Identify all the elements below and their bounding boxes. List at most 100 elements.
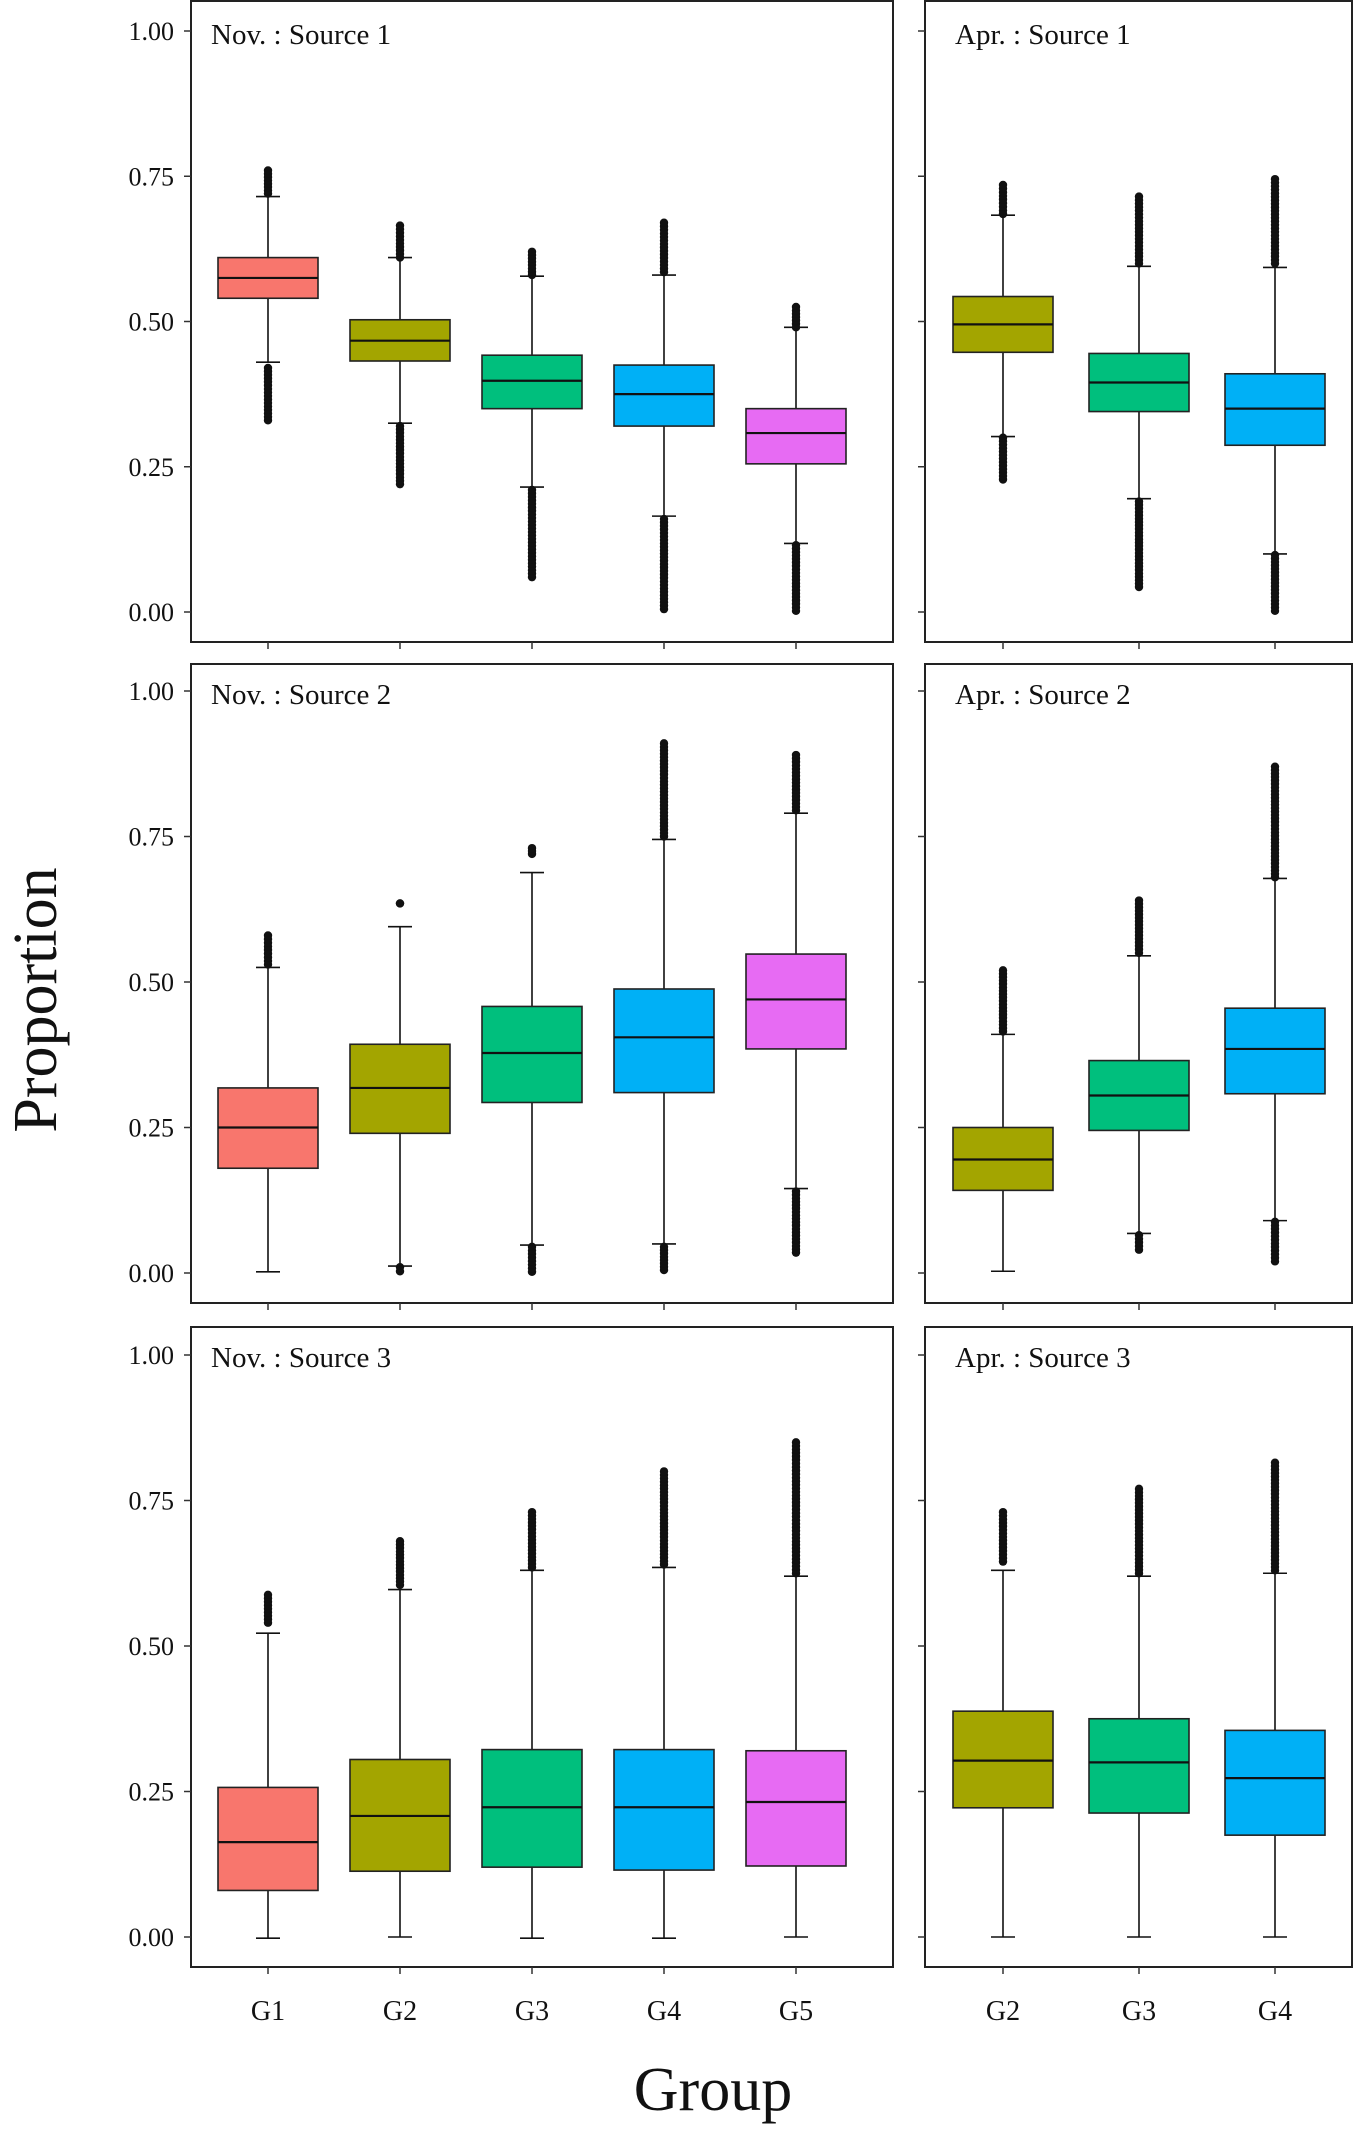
outlier-point — [659, 739, 669, 748]
x-tick-label: G4 — [1258, 1996, 1292, 2027]
box-g3-iqr — [481, 1005, 583, 1104]
y-tick-label: 0.25 — [129, 1778, 175, 1807]
outlier-point — [1270, 1217, 1280, 1226]
x-tick-label: G3 — [1122, 1996, 1156, 2027]
outlier-point — [998, 180, 1008, 190]
panel-title: Nov. : Source 1 — [211, 19, 391, 51]
box-g4 — [1224, 762, 1326, 1310]
panel-title: Apr. : Source 1 — [955, 19, 1131, 51]
y-tick-label: 0.50 — [129, 968, 175, 997]
outlier-point — [395, 899, 405, 908]
box-g3-iqr — [481, 1748, 583, 1868]
outlier-point — [1270, 550, 1280, 560]
y-tick-label: 0.75 — [129, 823, 175, 852]
outlier-point — [1270, 1458, 1280, 1467]
box-g2 — [349, 221, 451, 649]
y-tick-label: 1.00 — [129, 677, 175, 706]
box-g4-iqr — [613, 364, 715, 427]
panel-title: Nov. : Source 2 — [211, 679, 391, 711]
outlier-point — [791, 302, 801, 312]
outlier-point — [527, 485, 537, 495]
box-g2: G2 — [349, 1537, 451, 2027]
box-g5 — [745, 750, 847, 1310]
y-tick-label: 0.00 — [129, 1259, 175, 1288]
box-g3 — [481, 247, 583, 649]
outlier-point — [263, 1590, 273, 1599]
box-g5-iqr — [745, 1749, 847, 1867]
y-tick-label: 0.25 — [129, 453, 175, 482]
x-tick-label: G4 — [647, 1996, 681, 2027]
x-tick-label: G2 — [986, 1996, 1020, 2027]
box-g3 — [481, 843, 583, 1310]
outlier-point — [659, 1467, 669, 1476]
box-g5-iqr — [745, 953, 847, 1050]
x-tick-label: G5 — [779, 1996, 813, 2027]
outlier-point — [263, 931, 273, 940]
outlier-point — [395, 1537, 405, 1546]
box-g4-iqr — [613, 1748, 715, 1871]
outlier-point — [1134, 192, 1144, 201]
box-g2 — [952, 180, 1054, 649]
outlier-point — [1270, 762, 1280, 771]
y-tick-label: 0.75 — [129, 1487, 175, 1516]
box-g4 — [613, 739, 715, 1310]
outlier-point — [395, 421, 405, 431]
outlier-point — [395, 1262, 405, 1272]
outlier-point — [1270, 174, 1280, 184]
panel-frame — [190, 0, 894, 643]
x-tick-label: G1 — [251, 1996, 285, 2027]
box-g2-iqr — [952, 1710, 1054, 1809]
y-tick-label: 0.50 — [129, 308, 175, 337]
outlier-point — [998, 966, 1008, 975]
box-g1 — [217, 931, 319, 1310]
panel-2: Apr. : Source 1 — [918, 0, 1353, 649]
panel-1: Nov. : Source 1 0.00 0.25 0.50 0.75 1.00 — [129, 0, 894, 649]
y-tick-label: 0.75 — [129, 162, 175, 191]
outlier-point — [395, 221, 405, 230]
outlier-point — [659, 218, 669, 227]
box-g5 — [745, 302, 847, 649]
y-tick-label: 0.00 — [129, 1923, 175, 1952]
panel-4: Apr. : Source 2 — [918, 663, 1353, 1310]
outlier-point — [263, 166, 273, 175]
outlier-point — [659, 514, 669, 524]
outlier-point — [791, 1438, 801, 1447]
y-tick-label: 0.00 — [129, 598, 175, 627]
box-g3: G3 — [481, 1507, 583, 2027]
y-axis-title: Proportion — [2, 867, 70, 1132]
box-g3 — [1088, 896, 1190, 1310]
outlier-point — [527, 1507, 537, 1517]
y-tick-label: 1.00 — [129, 1341, 175, 1370]
box-g4 — [613, 218, 715, 649]
outlier-point — [1134, 896, 1144, 905]
box-g4: G4 — [1224, 1458, 1326, 2027]
box-g3 — [1088, 192, 1190, 649]
outlier-point — [263, 363, 273, 373]
box-g4: G4 — [613, 1467, 715, 2027]
x-tick-label: G3 — [515, 1996, 549, 2027]
box-g4-iqr — [1224, 1729, 1326, 1836]
y-tick-label: 0.25 — [129, 1114, 175, 1143]
panel-3: Nov. : Source 2 0.00 0.25 0.50 0.75 1.00 — [129, 663, 894, 1310]
box-g3-iqr — [1088, 1717, 1190, 1814]
box-g3: G3 — [1088, 1484, 1190, 2027]
box-g4-iqr — [1224, 1007, 1326, 1095]
panel-title: Apr. : Source 2 — [955, 679, 1131, 711]
outlier-point — [1134, 1484, 1144, 1494]
box-g1 — [217, 166, 319, 649]
box-g5-iqr — [745, 407, 847, 465]
box-g1-iqr — [217, 1786, 319, 1892]
box-g2 — [349, 899, 451, 1310]
outlier-point — [791, 1187, 801, 1196]
outlier-point — [998, 433, 1008, 442]
x-axis-title: Group — [634, 2056, 792, 2124]
panel-title: Nov. : Source 3 — [211, 1342, 391, 1374]
box-g3-iqr — [481, 354, 583, 410]
y-tick-label: 1.00 — [129, 17, 175, 46]
box-g4 — [1224, 174, 1326, 649]
box-g4-iqr — [613, 988, 715, 1094]
box-g5: G5 — [745, 1438, 847, 2027]
panel-5: Nov. : Source 3 0.00 0.25 0.50 0.75 1.00 G1 G2 G… — [129, 1326, 894, 2027]
x-tick-label: G2 — [383, 1996, 417, 2027]
